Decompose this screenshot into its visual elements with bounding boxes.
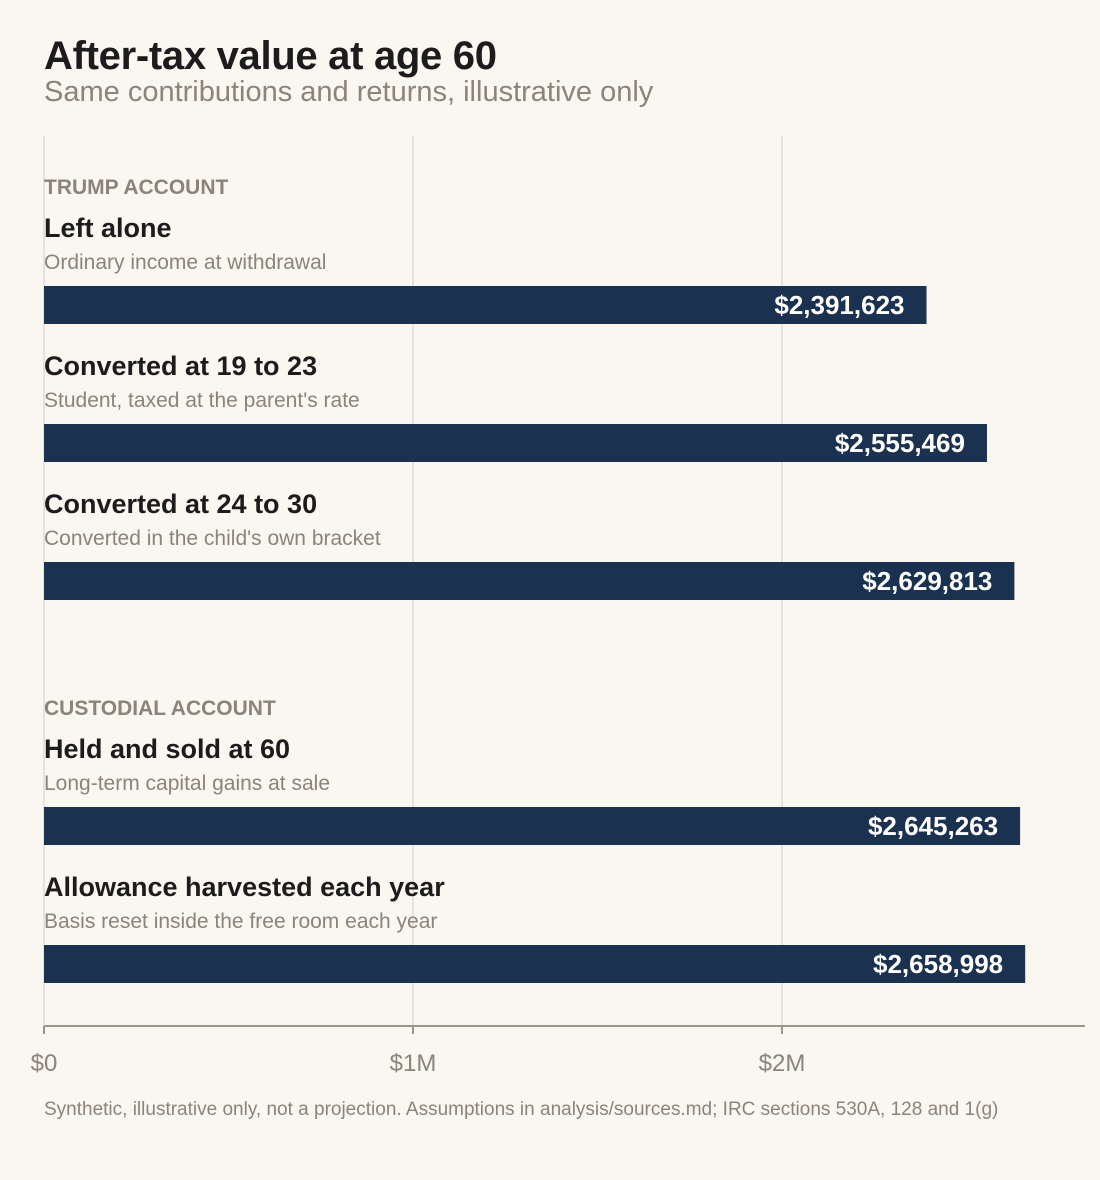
x-tick-label: $1M [390,1050,437,1077]
bar-value-label: $2,629,813 [862,566,992,596]
row-subtitle: Converted in the child's own bracket [44,527,381,550]
chart-subtitle: Same contributions and returns, illustra… [44,76,654,108]
chart-rows: TRUMP ACCOUNT Left alone Ordinary income a… [44,176,1026,983]
bar-value-label: $2,555,469 [835,428,965,458]
row-subtitle: Long-term capital gains at sale [44,772,330,795]
x-tick-label: $2M [759,1050,806,1077]
bar-value-label: $2,391,623 [774,290,904,320]
row-subtitle: Student, taxed at the parent's rate [44,389,360,412]
bar [44,286,927,324]
bar-chart: TRUMP ACCOUNT Left alone Ordinary income a… [31,136,1085,1077]
bar [44,807,1021,845]
x-tick-label: $0 [31,1050,58,1077]
group-label: CUSTODIAL ACCOUNT [44,697,276,720]
row-subtitle: Ordinary income at withdrawal [44,251,326,274]
chart-title: After-tax value at age 60 [44,34,497,78]
row-title: Converted at 24 to 30 [44,489,317,519]
row-title: Left alone [44,213,172,243]
bar [44,562,1015,600]
bar [44,424,987,462]
bar-value-label: $2,645,263 [868,811,998,841]
row-title: Held and sold at 60 [44,734,290,764]
row-subtitle: Basis reset inside the free room each ye… [44,910,437,933]
group-label: TRUMP ACCOUNT [44,176,228,199]
x-axis: $0 $1M $2M [31,1025,1085,1077]
row-title: Converted at 19 to 23 [44,351,317,381]
row-title: Allowance harvested each year [44,872,445,902]
bar-value-label: $2,658,998 [873,949,1003,979]
footnote: Synthetic, illustrative only, not a proj… [44,1099,999,1120]
bar [44,945,1026,983]
